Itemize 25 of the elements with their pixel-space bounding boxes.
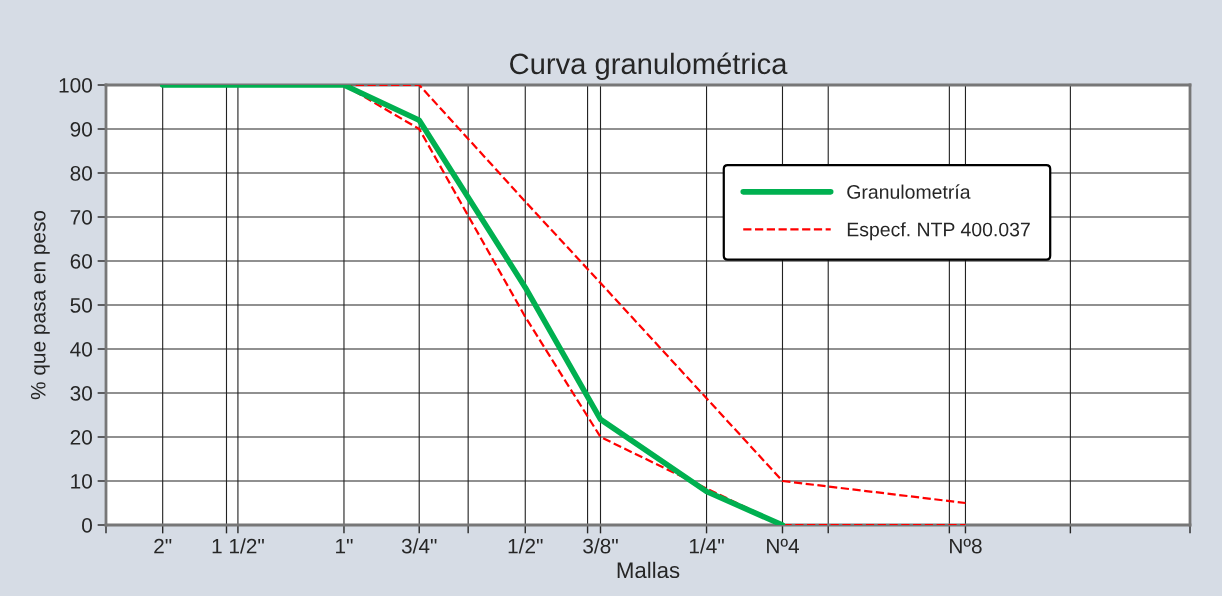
y-tick-label: 80 [70, 166, 92, 181]
chart-title: Curva granulométrica [510, 52, 788, 80]
y-tick-label: 50 [70, 298, 92, 313]
x-tick-label: 1 1/2" [212, 538, 264, 554]
y-axis-title: % que pasa en peso [30, 210, 50, 400]
x-tick-label: 1/2" [508, 538, 543, 554]
x-tick-label: 2" [154, 538, 172, 554]
x-tick-label: 1/4" [689, 538, 724, 554]
y-tick-label: 90 [70, 122, 92, 137]
y-tick-label: 10 [71, 474, 92, 489]
legend-label: Granulometría [847, 184, 971, 199]
y-tick-label: 30 [70, 386, 92, 401]
x-tick-label: 1" [336, 538, 353, 554]
x-tick-label: 3/8" [583, 538, 618, 554]
y-tick-label: 40 [70, 342, 92, 357]
y-tick-label: 100 [59, 78, 92, 93]
y-tick-label: 0 [82, 518, 92, 533]
x-tick-label: Nº8 [950, 538, 982, 554]
y-tick-label: 60 [70, 254, 92, 269]
x-tick-label: Nº4 [767, 538, 799, 554]
x-axis-title: Mallas [617, 561, 680, 579]
y-tick-label: 70 [70, 210, 92, 225]
legend-label: Especf. NTP 400.037 [847, 222, 1030, 241]
x-tick-label: 3/4" [401, 538, 437, 554]
y-tick-label: 20 [70, 430, 92, 445]
